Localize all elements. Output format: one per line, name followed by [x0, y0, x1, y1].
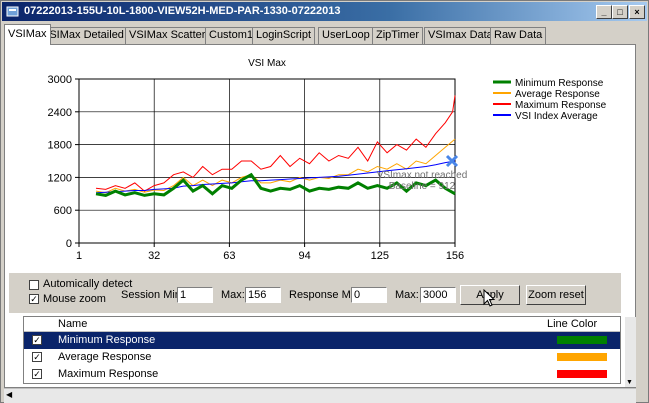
series-line-average-response [95, 138, 456, 194]
chart-title: VSI Max [248, 58, 286, 69]
auto-detect-label: Automically detect [43, 278, 133, 290]
y-tick-label: 1800 [48, 140, 72, 152]
x-tick-label: 32 [148, 250, 160, 262]
legend-row-name: Maximum Response [58, 368, 159, 380]
tab-raw-data[interactable]: Raw Data [490, 27, 547, 44]
column-color-header: Line Color [547, 318, 598, 330]
legend-row-checkbox[interactable]: ✓ [32, 352, 42, 362]
tab-userloop[interactable]: UserLoop [318, 27, 374, 44]
auto-detect-checkbox[interactable] [29, 280, 39, 290]
legend-row[interactable]: ✓ Minimum Response [24, 332, 620, 349]
tab-vsimax[interactable]: VSIMax [4, 24, 51, 45]
response-min-label: Response Min: [289, 289, 363, 301]
y-tick-label: 1200 [48, 172, 72, 184]
series-line-vsi-index-average [95, 160, 456, 194]
y-tick-label: 600 [54, 205, 72, 217]
app-icon [6, 6, 19, 17]
legend-row[interactable]: ✓ Maximum Response [24, 366, 620, 383]
x-tick-label: 156 [446, 250, 464, 262]
controls-bar: Automically detect ✓ Mouse zoom Session … [9, 273, 621, 313]
legend-row-checkbox[interactable]: ✓ [32, 369, 42, 379]
legend-entry: VSI Index Average [515, 111, 598, 122]
y-tick-label: 2400 [48, 107, 72, 119]
mouse-cursor-icon [483, 289, 496, 307]
vsi-max-chart: VSI Max 0 600 1200 1800 2400 3000 1 32 63 94 125 156… [48, 58, 607, 262]
y-tick-label: 0 [66, 238, 72, 250]
chart-annotation: Baseline = 912 [389, 181, 456, 192]
window-title: 07222013-155U-10L-1800-VIEW52H-MED-PAR-1… [24, 5, 341, 17]
minimize-button[interactable]: _ [596, 5, 612, 19]
legend-row[interactable]: ✓ Average Response [24, 349, 620, 366]
maximize-button[interactable]: □ [612, 5, 628, 19]
column-name-header: Name [58, 318, 88, 330]
legend-entry: Maximum Response [515, 100, 607, 111]
scroll-down-icon[interactable]: ▼ [626, 379, 633, 386]
title-bar[interactable]: 07222013-155U-10L-1800-VIEW52H-MED-PAR-1… [2, 2, 647, 21]
tab-vsimax-detailed[interactable]: VSIMax Detailed [38, 27, 128, 44]
x-tick-label: 94 [298, 250, 310, 262]
series-legend-table: Name Line Color ✓ Minimum Response ✓ Averag… [23, 316, 621, 384]
series-line-minimum-response [95, 172, 456, 197]
tab-custom1[interactable]: Custom1 [205, 27, 258, 44]
legend-table-header: Name Line Color [24, 317, 620, 332]
legend-row-color-swatch [557, 353, 607, 361]
mouse-zoom-label: Mouse zoom [43, 293, 106, 305]
legend-row-name: Minimum Response [58, 334, 156, 346]
tab-vsimax-scatter[interactable]: VSIMax Scatter [125, 27, 210, 44]
tab-loginscript[interactable]: LoginScript [252, 27, 316, 44]
legend-entry: Minimum Response [515, 78, 604, 89]
vsimax-marker [445, 154, 459, 168]
response-max-input[interactable] [420, 287, 456, 303]
plot-area [78, 78, 456, 244]
chart-area[interactable]: VSI Max 0 600 1200 1800 2400 3000 1 32 63 94 125 156… [9, 49, 621, 271]
zoom-reset-button[interactable]: Zoom reset [526, 285, 586, 305]
legend-row-checkbox[interactable]: ✓ [32, 335, 42, 345]
session-min-input[interactable] [177, 287, 213, 303]
apply-button[interactable]: Apply [460, 285, 520, 305]
session-max-input[interactable] [245, 287, 281, 303]
legend-row-color-swatch [557, 370, 607, 378]
close-button[interactable]: × [629, 5, 645, 19]
legend-entry: Average Response [515, 89, 600, 100]
legend-row-name: Average Response [58, 351, 152, 363]
tab-ziptimer[interactable]: ZipTimer [372, 27, 423, 44]
vertical-scrollbar[interactable]: ▼ [625, 317, 636, 387]
legend-row-color-swatch [557, 336, 607, 344]
horizontal-scrollbar[interactable]: ◀ [4, 388, 636, 403]
x-tick-label: 63 [223, 250, 235, 262]
x-tick-label: 1 [76, 250, 82, 262]
series-line-maximum-response [95, 95, 456, 192]
x-tick-label: 125 [371, 250, 389, 262]
chart-annotation: VSImax not reached [377, 170, 468, 181]
y-tick-label: 3000 [48, 74, 72, 86]
session-min-label: Session Min: [121, 289, 184, 301]
scroll-left-icon[interactable]: ◀ [6, 390, 13, 399]
tab-vsimax-data[interactable]: VSImax Data [424, 27, 497, 44]
response-min-input[interactable] [351, 287, 387, 303]
mouse-zoom-checkbox[interactable]: ✓ [29, 294, 39, 304]
session-max-label: Max: [221, 289, 245, 301]
response-max-label: Max: [395, 289, 419, 301]
